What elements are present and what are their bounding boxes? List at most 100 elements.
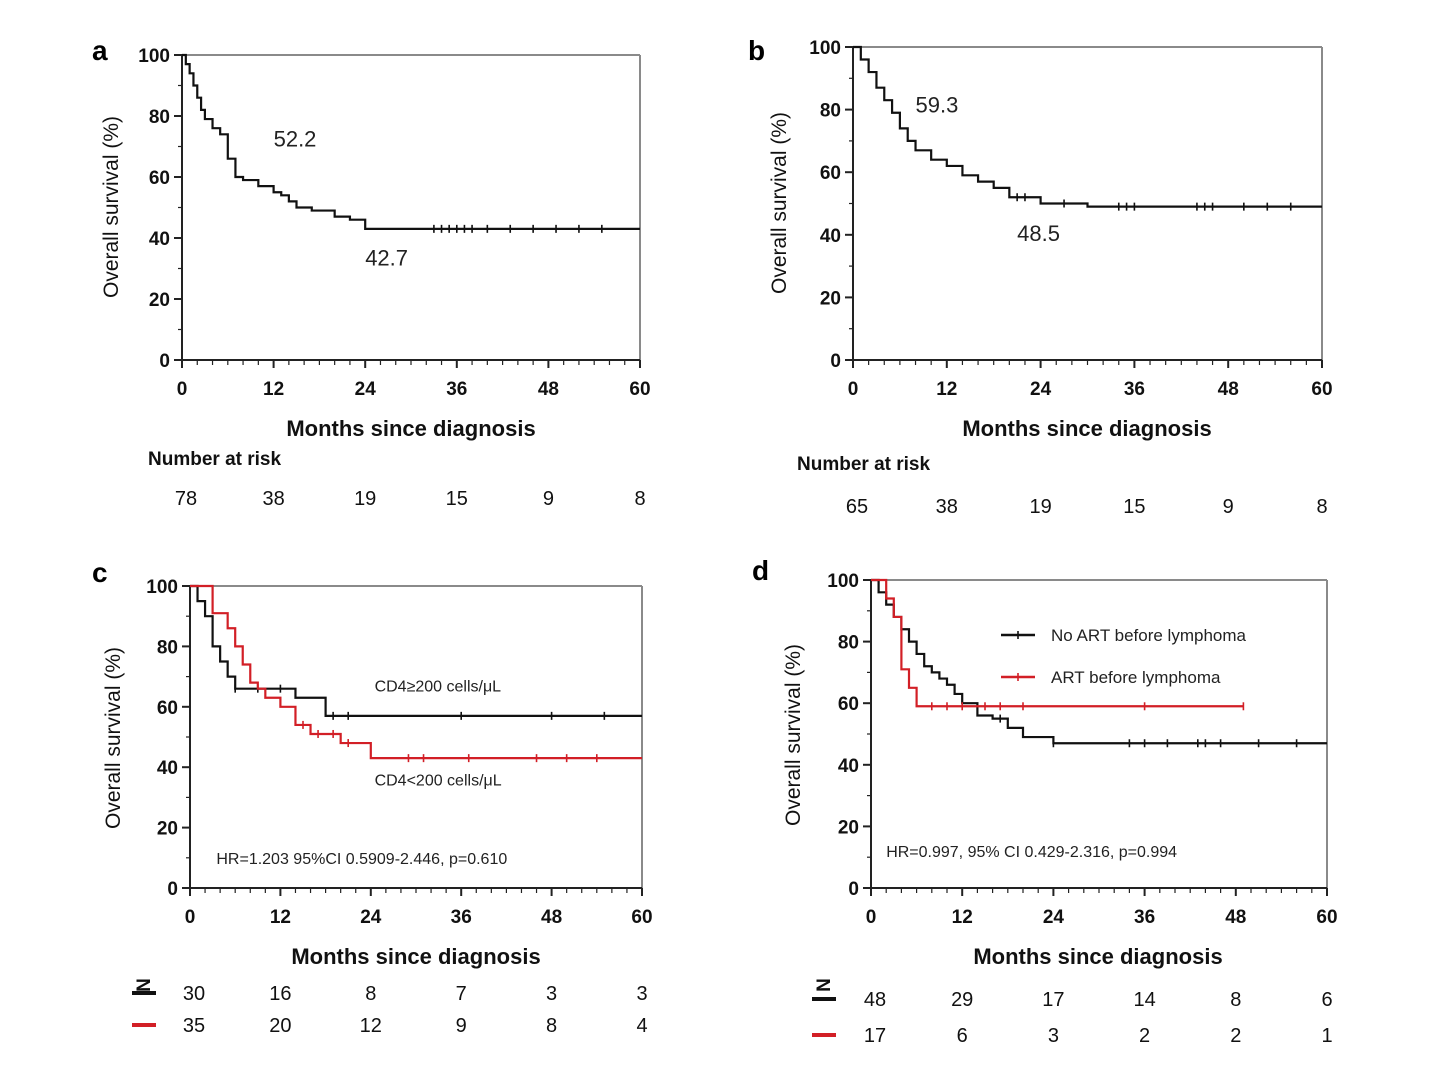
y-tick-label: 100 xyxy=(138,46,170,67)
y-tick-label: 60 xyxy=(157,698,178,719)
y-tick-label: 60 xyxy=(838,694,859,715)
y-tick-label: 20 xyxy=(149,290,170,311)
survival-curve-0 xyxy=(871,578,1327,745)
legend-label: ART before lymphoma xyxy=(1051,668,1221,687)
panel-letter: d xyxy=(752,555,769,586)
y-axis-label: Overall survival (%) xyxy=(782,644,805,826)
risk-value: 3 xyxy=(1048,1025,1059,1047)
annotation-label: 48.5 xyxy=(1017,221,1060,246)
y-axis-label: Overall survival (%) xyxy=(100,116,123,298)
x-axis-label: Months since diagnosis xyxy=(286,416,535,441)
x-tick-label: 0 xyxy=(177,379,188,400)
y-tick-label: 40 xyxy=(838,756,859,777)
risk-table-title: Number at risk xyxy=(148,449,281,470)
x-tick-label: 60 xyxy=(1316,907,1337,928)
risk-value: 6 xyxy=(957,1025,968,1047)
risk-value: 17 xyxy=(1042,989,1064,1011)
survival-curve-1 xyxy=(190,584,642,760)
risk-value: 1 xyxy=(1321,1025,1332,1047)
y-tick-label: 80 xyxy=(820,101,841,122)
risk-table-title: Number at risk xyxy=(797,454,930,475)
legend-label: No ART before lymphoma xyxy=(1051,626,1247,645)
x-tick-label: 0 xyxy=(848,379,859,400)
risk-value: 2 xyxy=(1230,1025,1241,1047)
risk-value: 38 xyxy=(936,496,958,518)
y-tick-label: 40 xyxy=(820,226,841,247)
y-tick-label: 0 xyxy=(830,351,841,372)
risk-value: 8 xyxy=(365,983,376,1005)
x-tick-label: 60 xyxy=(1311,379,1332,400)
x-tick-label: 36 xyxy=(446,379,467,400)
x-tick-label: 0 xyxy=(185,907,196,928)
survival-curve-0 xyxy=(182,53,640,230)
risk-value: 3 xyxy=(636,983,647,1005)
y-tick-label: 20 xyxy=(820,288,841,309)
x-tick-label: 12 xyxy=(270,907,291,928)
risk-value: 78 xyxy=(175,488,197,510)
panel-b: b Overall survival (%) Months since diag… xyxy=(748,35,1333,518)
annotation-label: CD4<200 cells/μL xyxy=(375,772,502,789)
x-tick-label: 60 xyxy=(629,379,650,400)
survival-curve-0 xyxy=(190,584,642,717)
y-tick-label: 60 xyxy=(149,168,170,189)
annotation-label: CD4≥200 cells/μL xyxy=(375,679,502,696)
y-tick-label: 80 xyxy=(157,637,178,658)
risk-value: 9 xyxy=(456,1015,467,1037)
panel-letter: b xyxy=(748,35,765,66)
x-axis-label: Months since diagnosis xyxy=(962,416,1211,441)
risk-value: 8 xyxy=(1230,989,1241,1011)
x-tick-label: 48 xyxy=(1225,907,1246,928)
risk-value: 3 xyxy=(546,983,557,1005)
y-tick-label: 80 xyxy=(149,107,170,128)
risk-value: 65 xyxy=(846,496,868,518)
risk-value: 19 xyxy=(354,488,376,510)
risk-value: 29 xyxy=(951,989,973,1011)
y-tick-label: 100 xyxy=(146,577,178,598)
x-axis-label: Months since diagnosis xyxy=(973,944,1222,969)
y-tick-label: 40 xyxy=(157,758,178,779)
risk-value: 48 xyxy=(864,989,886,1011)
risk-value: 35 xyxy=(183,1015,205,1037)
panel-d: d Overall survival (%) Months since diag… xyxy=(752,555,1338,1047)
risk-value: 19 xyxy=(1029,496,1051,518)
plot-area: 0 12 24 36 48 60 0 20 40 60 80 100 52.2 42.7 78 38 19 15 9… xyxy=(138,46,650,510)
x-tick-label: 24 xyxy=(355,379,377,400)
y-tick-label: 100 xyxy=(827,571,859,592)
risk-value: 15 xyxy=(446,488,468,510)
y-tick-label: 80 xyxy=(838,633,859,654)
risk-value: 8 xyxy=(546,1015,557,1037)
risk-value: 4 xyxy=(636,1015,647,1037)
annotation-label: 59.3 xyxy=(916,93,959,118)
risk-value: 17 xyxy=(864,1025,886,1047)
x-tick-label: 48 xyxy=(541,907,562,928)
x-tick-label: 36 xyxy=(1134,907,1155,928)
y-tick-label: 20 xyxy=(838,817,859,838)
annotation-label: 42.7 xyxy=(365,245,408,270)
x-tick-label: 12 xyxy=(263,379,284,400)
panel-a: a Overall survival (%) Months since diag… xyxy=(92,35,651,510)
survival-curve-0 xyxy=(853,45,1322,208)
y-tick-label: 0 xyxy=(167,879,178,900)
y-tick-label: 0 xyxy=(159,351,170,372)
y-tick-label: 20 xyxy=(157,819,178,840)
annotation-label: HR=0.997, 95% CI 0.429-2.316, p=0.994 xyxy=(886,844,1177,861)
survival-curve-1 xyxy=(871,578,1244,708)
x-tick-label: 48 xyxy=(1218,379,1239,400)
plot-area: 0 12 24 36 48 60 0 20 40 60 80 100 59.3 48.5 65 38 19 15 9… xyxy=(809,38,1332,518)
x-tick-label: 60 xyxy=(631,907,652,928)
y-axis-label: Overall survival (%) xyxy=(768,112,791,294)
x-axis-label: Months since diagnosis xyxy=(291,944,540,969)
x-tick-label: 48 xyxy=(538,379,559,400)
y-tick-label: 100 xyxy=(809,38,841,59)
x-tick-label: 36 xyxy=(451,907,472,928)
risk-value: 12 xyxy=(360,1015,382,1037)
x-tick-label: 24 xyxy=(1030,379,1052,400)
panel-letter: c xyxy=(92,557,108,588)
risk-value: 9 xyxy=(543,488,554,510)
risk-value: 2 xyxy=(1139,1025,1150,1047)
x-tick-label: 12 xyxy=(936,379,957,400)
risk-value: 9 xyxy=(1223,496,1234,518)
y-tick-label: 40 xyxy=(149,229,170,250)
